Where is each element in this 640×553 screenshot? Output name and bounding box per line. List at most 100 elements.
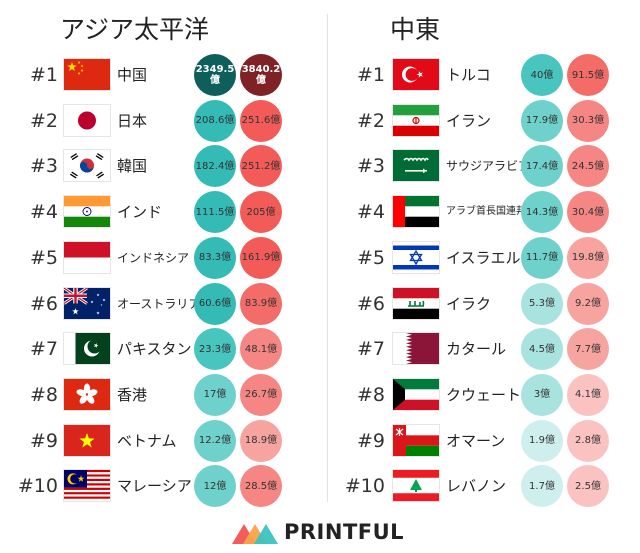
country-name: インド bbox=[117, 203, 163, 222]
flag-lebanon-icon bbox=[393, 470, 439, 502]
flag-vietnam-icon bbox=[64, 424, 110, 456]
value-a-bubble: 17.4億 bbox=[521, 145, 563, 188]
flag-malaysia-icon bbox=[64, 470, 110, 502]
country-name: クウェート bbox=[446, 385, 522, 404]
country-name: オマーン bbox=[446, 431, 506, 450]
value-b-bubble: 9.2億 bbox=[567, 282, 609, 325]
country-name: マレーシア bbox=[117, 477, 192, 496]
value-b-bubble: 205億 bbox=[240, 191, 282, 234]
value-a-bubble: 1.7億 bbox=[521, 465, 563, 508]
rank-label: #8 bbox=[29, 383, 58, 406]
value-a-bubble: 12.2億 bbox=[194, 419, 236, 462]
title-asia-pacific: アジア太平洋 bbox=[60, 15, 210, 44]
rank-label: #7 bbox=[29, 338, 58, 361]
value-a-bubble: 5.3億 bbox=[521, 282, 563, 325]
country-name: パキスタン bbox=[117, 340, 192, 359]
column-divider bbox=[327, 14, 328, 502]
flag-iran-icon bbox=[393, 104, 439, 136]
country-name: イスラエル bbox=[446, 248, 521, 267]
value-a-bubble: 17.9億 bbox=[521, 99, 563, 142]
value-b-bubble: 161.9億 bbox=[240, 236, 282, 279]
country-name: アラブ首長国連邦 bbox=[446, 206, 526, 218]
value-b-bubble: 24.5億 bbox=[567, 145, 609, 188]
value-a-bubble: 111.5億 bbox=[194, 191, 236, 234]
rank-label: #5 bbox=[356, 246, 385, 269]
rank-label: #7 bbox=[356, 338, 385, 361]
value-a-bubble: 182.4億 bbox=[194, 145, 236, 188]
country-name: イラク bbox=[446, 294, 492, 313]
country-name: オーストラリア bbox=[117, 296, 201, 311]
value-b-bubble: 48.1億 bbox=[240, 328, 282, 371]
value-b-bubble: 2.8億 bbox=[567, 419, 609, 462]
value-b-bubble: 4.1億 bbox=[567, 373, 609, 416]
flag-kuwait-icon bbox=[393, 378, 439, 410]
flag-turkey-icon bbox=[393, 59, 439, 90]
value-a-bubble: 40億 bbox=[521, 54, 563, 96]
flag-indonesia-icon bbox=[64, 241, 110, 273]
value-a-bubble: 4.5億 bbox=[521, 328, 563, 371]
value-a-bubble: 23.3億 bbox=[194, 328, 236, 371]
flag-oman-icon bbox=[393, 424, 439, 456]
flag-hong-kong-icon bbox=[64, 378, 110, 410]
value-a-bubble: 2349.5 億 bbox=[194, 54, 236, 96]
country-name: 中国 bbox=[117, 66, 148, 84]
flag-saudi-arabia-icon bbox=[393, 150, 439, 182]
value-a-bubble: 12億 bbox=[194, 465, 236, 508]
title-middle-east: 中東 bbox=[390, 15, 441, 44]
value-b-bubble: 30.3億 bbox=[567, 99, 609, 142]
printful-logo: PRINTFUL bbox=[232, 516, 404, 548]
country-name: ベトナム bbox=[117, 431, 177, 450]
flag-uae-icon bbox=[393, 196, 439, 228]
rank-label: #4 bbox=[29, 201, 58, 224]
flag-japan-icon bbox=[64, 104, 110, 136]
rank-label: #2 bbox=[29, 109, 58, 132]
rank-label: #3 bbox=[356, 155, 385, 178]
rank-label: #4 bbox=[356, 201, 385, 224]
flag-iraq-icon bbox=[393, 287, 439, 319]
value-b-bubble: 18.9億 bbox=[240, 419, 282, 462]
value-b-bubble: 28.5億 bbox=[240, 465, 282, 508]
value-b-bubble: 83.9億 bbox=[240, 282, 282, 325]
value-a-bubble: 208.6億 bbox=[194, 99, 236, 142]
value-b-bubble: 30.4億 bbox=[567, 191, 609, 234]
flag-qatar-icon bbox=[393, 333, 439, 365]
rank-label: #9 bbox=[356, 429, 385, 452]
printful-mountain-icon bbox=[232, 524, 278, 544]
flag-australia-icon bbox=[64, 287, 110, 319]
flag-south-korea-icon bbox=[64, 150, 110, 182]
value-b-bubble: 91.5億 bbox=[567, 54, 609, 96]
country-name: レバノン bbox=[446, 477, 507, 496]
value-b-bubble: 26.7億 bbox=[240, 373, 282, 416]
country-name: 香港 bbox=[117, 385, 148, 404]
rank-label: #9 bbox=[29, 429, 58, 452]
rank-label: #2 bbox=[356, 109, 385, 132]
country-name: インドネシア bbox=[117, 250, 190, 265]
value-a-bubble: 3億 bbox=[521, 373, 563, 416]
country-name: サウジアラビア bbox=[446, 159, 531, 174]
country-name: トルコ bbox=[446, 66, 491, 84]
value-b-bubble: 251.6億 bbox=[240, 99, 282, 142]
rank-label: #6 bbox=[356, 292, 385, 315]
value-a-bubble: 17億 bbox=[194, 373, 236, 416]
value-a-bubble: 60.6億 bbox=[194, 282, 236, 325]
country-name: 韓国 bbox=[117, 157, 148, 176]
rank-label: #6 bbox=[29, 292, 58, 315]
country-name: カタール bbox=[446, 340, 507, 359]
value-b-bubble: 2.5億 bbox=[567, 465, 609, 508]
value-b-bubble: 3840.2 億 bbox=[240, 54, 282, 96]
country-name: イラン bbox=[446, 111, 492, 130]
flag-israel-icon bbox=[393, 241, 439, 273]
value-b-bubble: 19.8億 bbox=[567, 236, 609, 279]
flag-china-icon bbox=[64, 59, 110, 90]
value-a-bubble: 14.3億 bbox=[521, 191, 563, 234]
flag-india-icon bbox=[64, 196, 110, 228]
rank-label: #1 bbox=[29, 64, 58, 86]
rank-label: #3 bbox=[29, 155, 58, 178]
rank-label: #5 bbox=[29, 246, 58, 269]
rank-label: #1 bbox=[356, 64, 385, 86]
value-a-bubble: 11.7億 bbox=[521, 236, 563, 279]
rank-label: #10 bbox=[344, 475, 385, 498]
value-a-bubble: 83.3億 bbox=[194, 236, 236, 279]
value-a-bubble: 1.9億 bbox=[521, 419, 563, 462]
rank-label: #10 bbox=[17, 475, 58, 498]
